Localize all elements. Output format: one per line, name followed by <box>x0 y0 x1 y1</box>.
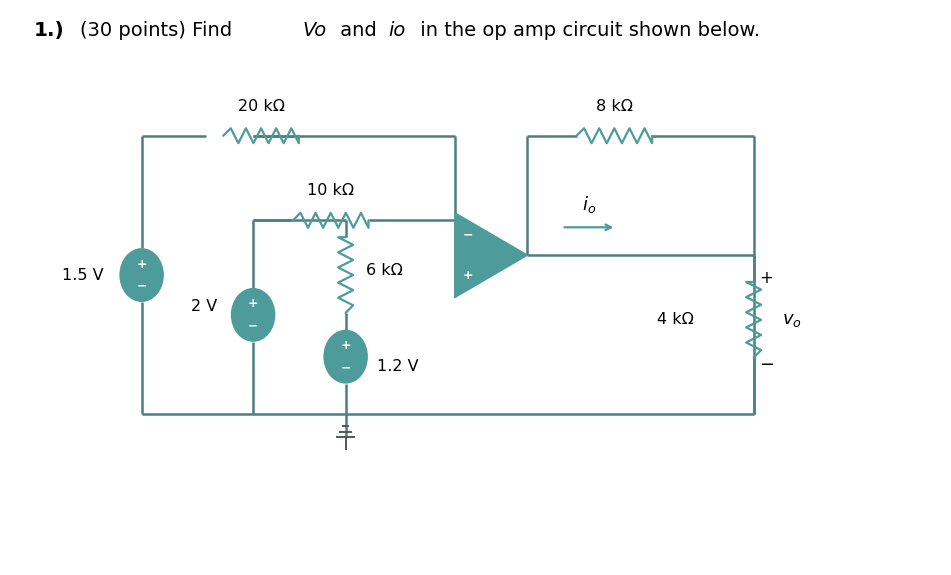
Text: and: and <box>334 21 382 40</box>
Text: $v_o$: $v_o$ <box>782 311 802 329</box>
Text: 4 kΩ: 4 kΩ <box>657 312 694 327</box>
Text: −: − <box>248 319 259 332</box>
Text: 20 kΩ: 20 kΩ <box>238 99 284 114</box>
Text: 10 kΩ: 10 kΩ <box>307 183 355 198</box>
Polygon shape <box>456 213 527 297</box>
Text: io: io <box>388 21 406 40</box>
Text: −: − <box>136 279 146 293</box>
Text: (30 points) Find: (30 points) Find <box>80 21 239 40</box>
Text: −: − <box>340 361 351 374</box>
Text: $i_o$: $i_o$ <box>582 194 596 216</box>
Text: 2 V: 2 V <box>191 300 217 315</box>
Text: +: + <box>340 339 351 352</box>
Text: in the op amp circuit shown below.: in the op amp circuit shown below. <box>415 21 760 40</box>
Text: +: + <box>248 297 259 311</box>
Text: Vo: Vo <box>302 21 327 40</box>
Ellipse shape <box>121 249 163 301</box>
Text: 1.2 V: 1.2 V <box>378 359 419 374</box>
Text: −: − <box>759 355 774 374</box>
Text: +: + <box>136 258 147 271</box>
Text: +: + <box>463 269 474 282</box>
Ellipse shape <box>324 331 367 382</box>
Text: 8 kΩ: 8 kΩ <box>596 99 632 114</box>
Text: +: + <box>760 269 773 287</box>
Text: −: − <box>463 229 474 242</box>
Ellipse shape <box>232 289 274 341</box>
Text: 6 kΩ: 6 kΩ <box>365 263 402 278</box>
Text: 1.5 V: 1.5 V <box>62 267 104 282</box>
Text: 1.): 1.) <box>34 21 65 40</box>
